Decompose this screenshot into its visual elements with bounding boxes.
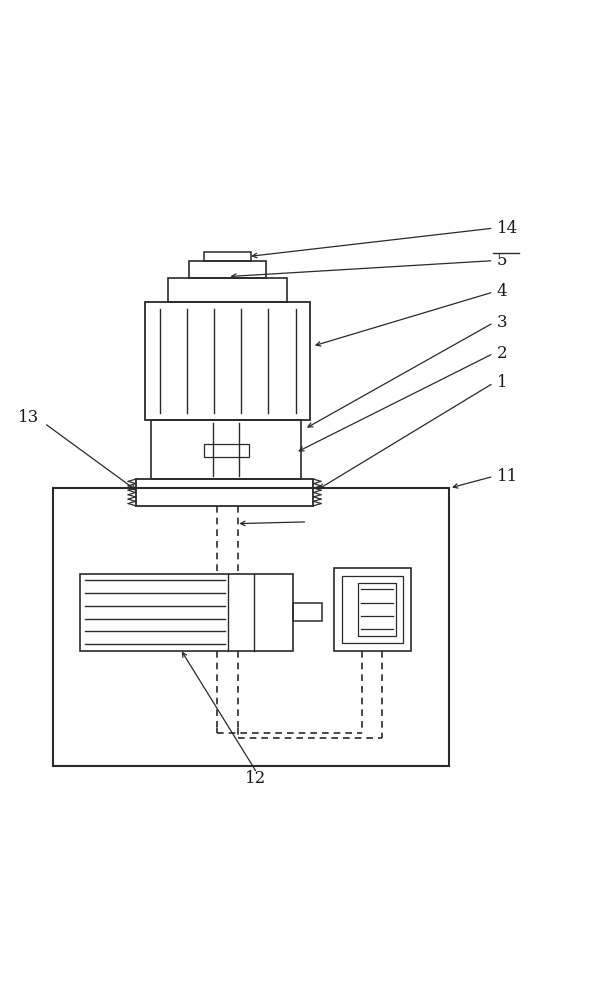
Bar bbox=[203, 444, 248, 457]
Bar bbox=[204, 252, 251, 261]
Text: 2: 2 bbox=[496, 345, 507, 362]
Text: 3: 3 bbox=[496, 314, 507, 331]
Text: 1: 1 bbox=[496, 374, 507, 391]
Bar bbox=[342, 576, 403, 643]
Bar bbox=[145, 302, 310, 420]
Text: 4: 4 bbox=[496, 283, 507, 300]
Bar bbox=[168, 278, 287, 302]
Bar bbox=[53, 488, 449, 766]
Bar bbox=[358, 583, 396, 636]
Text: 12: 12 bbox=[245, 770, 267, 787]
Text: 14: 14 bbox=[496, 220, 518, 237]
Bar bbox=[80, 574, 293, 651]
Bar bbox=[293, 603, 322, 621]
Bar bbox=[151, 420, 301, 479]
Bar bbox=[189, 261, 266, 278]
Bar bbox=[334, 568, 411, 651]
Text: 11: 11 bbox=[496, 468, 518, 485]
Text: 5: 5 bbox=[496, 252, 507, 269]
Bar bbox=[136, 479, 313, 506]
Text: 13: 13 bbox=[18, 409, 39, 426]
